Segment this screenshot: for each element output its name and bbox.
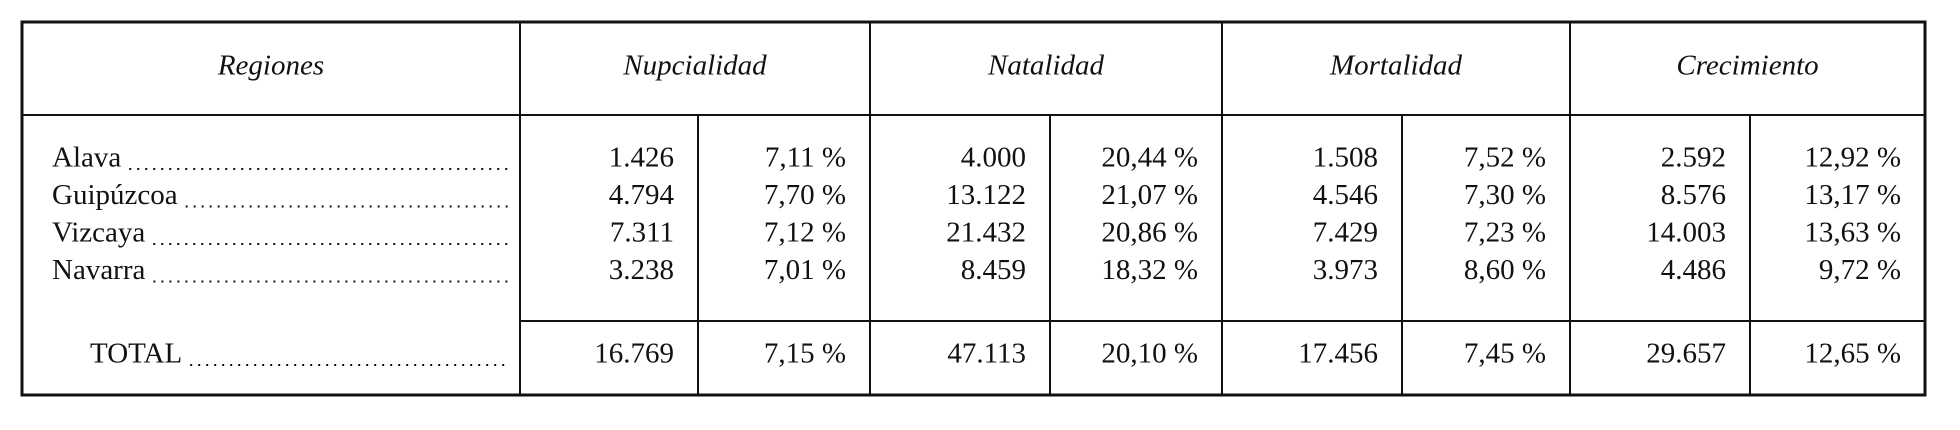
column-header: Mortalidad [1329,50,1463,82]
row-label: Vizcaya [52,217,145,249]
cell: 13,17 % [1804,179,1901,211]
cell: 1.426 [609,142,674,174]
column-header: Nupcialidad [622,50,767,82]
table-border [20,20,1927,397]
cell: 8,60 % [1464,254,1546,286]
cell: 12,65 % [1804,338,1901,370]
cell: 21,07 % [1101,179,1198,211]
cell: 7,01 % [764,254,846,286]
cell: 20,86 % [1101,217,1198,249]
cell: 3.973 [1313,254,1378,286]
cell: 4.000 [961,142,1026,174]
cell: 17.456 [1298,338,1378,370]
row-label: Guipúzcoa [52,179,178,211]
cell: 4.546 [1313,179,1378,211]
cell: 7,70 % [764,179,846,211]
cell: 14.003 [1646,217,1726,249]
cell: 7,45 % [1464,338,1546,370]
column-header: Crecimiento [1676,50,1818,82]
cell: 21.432 [946,217,1026,249]
cell: 3.238 [609,254,674,286]
cell: 7,52 % [1464,142,1546,174]
cell: 12,92 % [1804,142,1901,174]
column-header: Regiones [217,50,324,82]
cell: 8.576 [1661,179,1726,211]
cell: 9,72 % [1819,254,1901,286]
cell: 16.769 [594,338,674,370]
cell: 13.122 [946,179,1026,211]
cell: 8.459 [961,254,1026,286]
cell: 7,11 % [765,142,846,174]
cell: 4.794 [609,179,675,211]
row-label: TOTAL [90,338,182,370]
cell: 29.657 [1646,338,1726,370]
cell: 2.592 [1661,142,1726,174]
row-label: Alava [52,142,121,174]
cell: 20,44 % [1101,142,1198,174]
cell: 47.113 [947,338,1026,370]
row-label: Navarra [52,254,146,286]
cell: 4.486 [1661,254,1726,286]
cell: 7,23 % [1464,217,1546,249]
cell: 7,30 % [1464,179,1546,211]
cell: 18,32 % [1101,254,1198,286]
cell: 20,10 % [1101,338,1198,370]
cell: 7.311 [610,217,674,249]
column-header: Natalidad [987,50,1105,82]
cell: 1.508 [1313,142,1378,174]
cell: 7,12 % [764,217,846,249]
cell: 7.429 [1313,217,1378,249]
cell: 7,15 % [764,338,846,370]
cell: 13,63 % [1804,217,1901,249]
